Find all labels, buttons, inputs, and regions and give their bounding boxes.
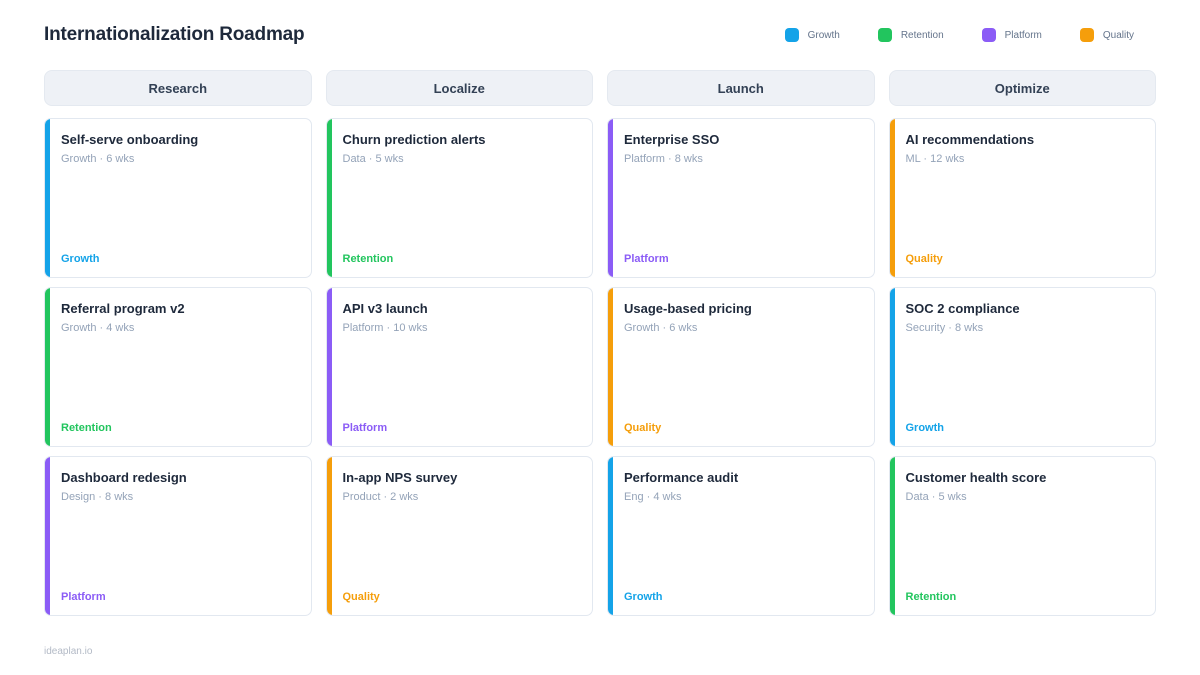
legend-label: Retention (900, 29, 944, 41)
card-tag: Platform (61, 591, 106, 603)
card-tag: Growth (61, 253, 100, 265)
card-title: In-app NPS survey (342, 470, 458, 485)
page-title: Internationalization Roadmap (44, 24, 305, 45)
quality-swatch-icon (1079, 28, 1094, 42)
card-tag: Quality (342, 591, 380, 603)
roadmap-page: Internationalization Roadmap Growth Rete… (44, 0, 1156, 657)
card-meta: Growth · 6 wks (61, 153, 135, 165)
legend-label: Growth (807, 29, 840, 41)
roadmap-card[interactable]: Usage-based pricing Growth · 6 wks Quali… (607, 287, 875, 447)
retention-swatch-icon (877, 28, 892, 42)
roadmap-card[interactable]: Self-serve onboarding Growth · 6 wks Gro… (44, 118, 312, 278)
roadmap-board: Research Self-serve onboarding Growth · … (44, 70, 1156, 616)
card-accent-bar (45, 119, 50, 277)
roadmap-card[interactable]: API v3 launch Platform · 10 wks Platform (325, 287, 593, 447)
platform-swatch-icon (981, 28, 996, 42)
card-tag: Retention (342, 253, 394, 265)
card-title: Usage-based pricing (624, 301, 752, 316)
roadmap-card[interactable]: Referral program v2 Growth · 4 wks Reten… (44, 287, 312, 447)
column-launch: Launch Enterprise SSO Platform · 8 wks P… (607, 70, 875, 616)
card-accent-bar (326, 119, 332, 277)
column-localize: Localize Churn prediction alerts Data · … (325, 70, 593, 616)
card-tag: Retention (905, 591, 957, 603)
card-tag: Growth (624, 591, 663, 603)
card-title: Dashboard redesign (61, 470, 187, 485)
card-title: Enterprise SSO (624, 132, 720, 147)
card-accent-bar (326, 288, 332, 446)
legend-label: Quality (1102, 29, 1134, 41)
card-tag: Growth (905, 422, 945, 434)
header-bar: Internationalization Roadmap Growth Rete… (44, 0, 1156, 53)
card-title: Churn prediction alerts (342, 132, 486, 147)
legend-item-platform: Platform (981, 28, 1042, 42)
column-optimize: Optimize AI recommendations ML · 12 wks … (888, 70, 1156, 616)
card-meta: Platform · 8 wks (624, 153, 703, 165)
card-accent-bar (889, 457, 895, 615)
card-meta: Design · 8 wks (61, 491, 134, 503)
card-title: Referral program v2 (61, 301, 185, 316)
card-meta: Security · 8 wks (905, 322, 984, 334)
card-tag: Retention (61, 422, 112, 434)
card-meta: Data · 5 wks (342, 153, 404, 165)
roadmap-card[interactable]: Dashboard redesign Design · 8 wks Platfo… (44, 456, 312, 616)
column-header-launch: Launch (607, 70, 875, 106)
legend-item-retention: Retention (877, 28, 944, 42)
card-tag: Platform (624, 253, 669, 265)
roadmap-card[interactable]: SOC 2 compliance Security · 8 wks Growth (888, 287, 1156, 447)
card-tag: Quality (624, 422, 662, 434)
roadmap-card[interactable]: AI recommendations ML · 12 wks Quality (888, 118, 1156, 278)
legend-item-growth: Growth (784, 28, 840, 42)
card-accent-bar (608, 457, 613, 615)
card-tag: Platform (342, 422, 388, 434)
card-title: API v3 launch (342, 301, 428, 316)
column-header-research: Research (44, 70, 312, 106)
card-meta: Product · 2 wks (342, 491, 419, 503)
card-accent-bar (326, 457, 332, 615)
card-meta: Growth · 4 wks (61, 322, 135, 334)
card-accent-bar (608, 288, 613, 446)
card-meta: Eng · 4 wks (624, 491, 682, 503)
card-accent-bar (608, 119, 613, 277)
legend: Growth Retention Platform Quality (784, 28, 1156, 42)
roadmap-card[interactable]: Enterprise SSO Platform · 8 wks Platform (607, 118, 875, 278)
roadmap-card[interactable]: Churn prediction alerts Data · 5 wks Ret… (325, 118, 593, 278)
legend-item-quality: Quality (1079, 28, 1134, 42)
card-meta: Platform · 10 wks (342, 322, 428, 334)
card-accent-bar (889, 288, 895, 446)
card-meta: Growth · 6 wks (624, 322, 698, 334)
card-accent-bar (45, 457, 50, 615)
card-title: Customer health score (905, 470, 1047, 485)
card-meta: Data · 5 wks (905, 491, 967, 503)
card-tag: Quality (905, 253, 943, 265)
roadmap-card[interactable]: Customer health score Data · 5 wks Reten… (888, 456, 1156, 616)
card-accent-bar (45, 288, 50, 446)
card-meta: ML · 12 wks (905, 153, 965, 165)
card-title: AI recommendations (905, 132, 1035, 147)
card-title: SOC 2 compliance (905, 301, 1020, 316)
column-research: Research Self-serve onboarding Growth · … (44, 70, 312, 616)
roadmap-card[interactable]: Performance audit Eng · 4 wks Growth (607, 456, 875, 616)
growth-swatch-icon (784, 28, 799, 42)
column-header-localize: Localize (325, 70, 593, 106)
brand-footer: ideaplan.io (44, 646, 93, 657)
column-header-optimize: Optimize (888, 70, 1156, 106)
card-title: Self-serve onboarding (61, 132, 199, 147)
legend-label: Platform (1004, 29, 1042, 41)
roadmap-card[interactable]: In-app NPS survey Product · 2 wks Qualit… (325, 456, 593, 616)
card-accent-bar (889, 119, 895, 277)
card-title: Performance audit (624, 470, 739, 485)
